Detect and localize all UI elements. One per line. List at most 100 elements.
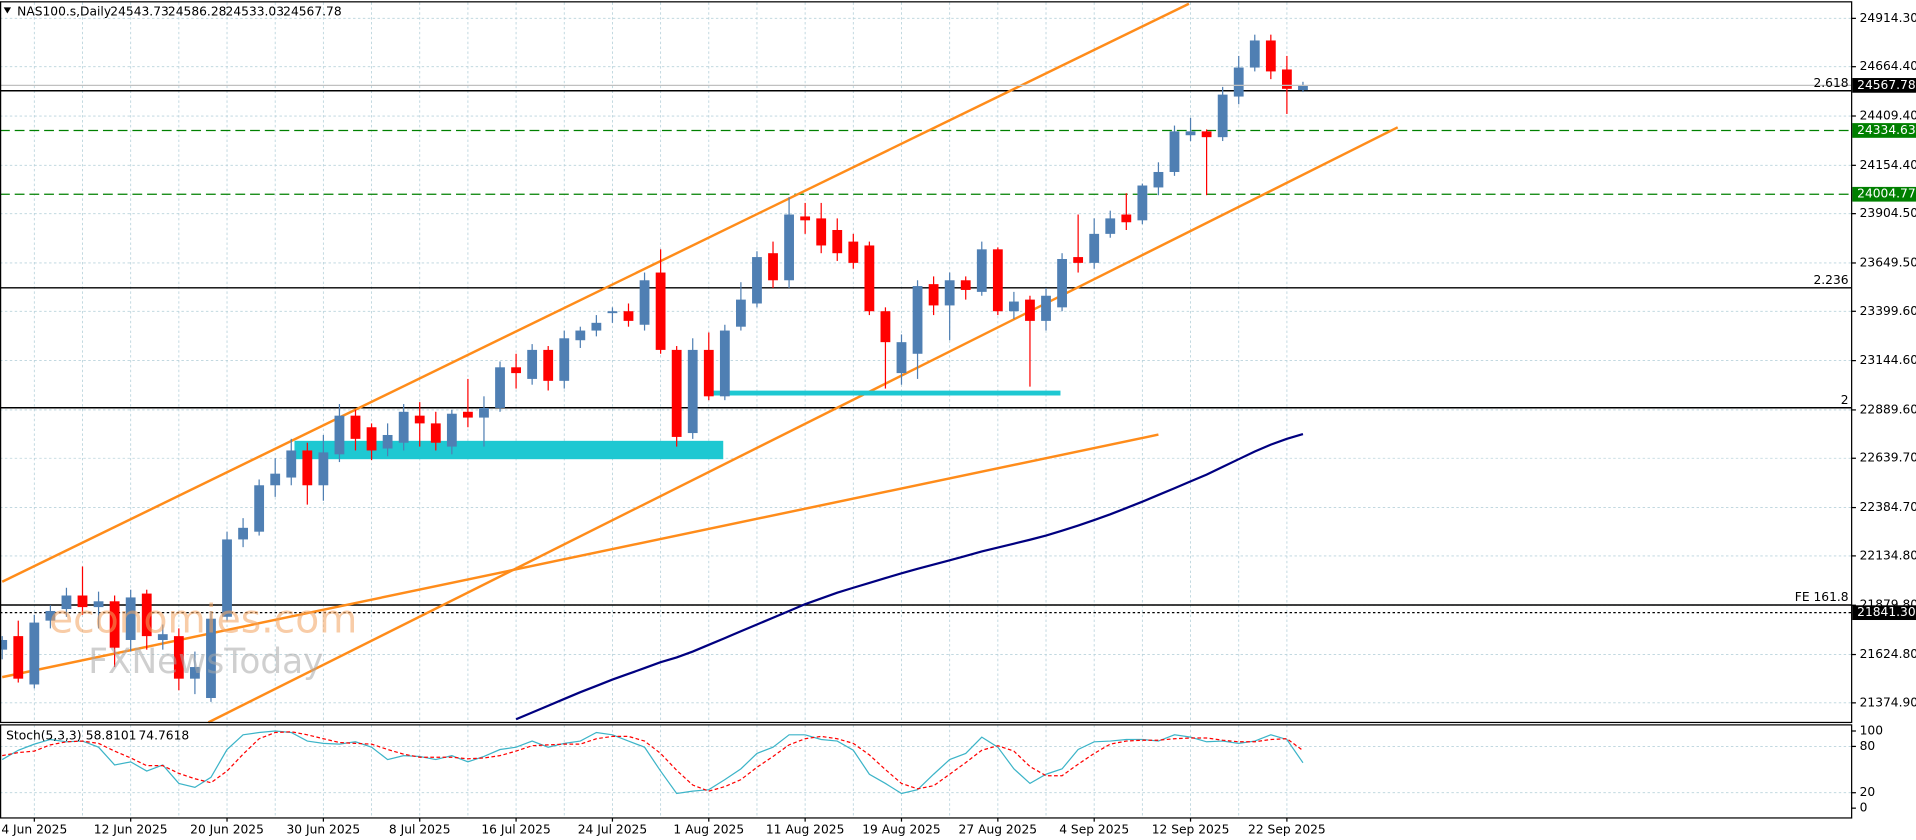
candle-body <box>495 367 505 408</box>
header-close: 24567.78 <box>283 5 341 19</box>
stoch-main-value: 58.8101 <box>86 728 137 742</box>
candle-body <box>334 415 345 455</box>
price-label: 24004.77 <box>1857 187 1915 201</box>
candle-body <box>944 280 955 306</box>
candle-body <box>912 286 923 354</box>
stoch-signal-value: 74.7618 <box>139 728 190 742</box>
y-tick-label: 20 <box>1860 785 1876 799</box>
fib-level-label: 2.618 <box>1813 76 1848 90</box>
candle-body <box>350 415 361 439</box>
candle-body <box>1105 218 1116 234</box>
x-tick-label: 4 Sep 2025 <box>1059 823 1129 837</box>
candle-body <box>206 618 216 699</box>
trendline <box>207 126 1399 724</box>
y-tick-label: 22134.80 <box>1860 548 1916 562</box>
candle-body <box>543 349 554 381</box>
candle-body <box>735 299 746 327</box>
candle-body <box>1041 295 1051 321</box>
candle-body <box>1233 67 1244 97</box>
candle-body <box>527 349 538 379</box>
x-tick-label: 19 Aug 2025 <box>862 823 941 837</box>
x-tick-label: 12 Sep 2025 <box>1152 823 1230 837</box>
candle-body <box>671 349 682 437</box>
candle-body <box>703 349 714 397</box>
moving-average <box>515 433 1304 721</box>
candle-body <box>1008 301 1019 312</box>
candle-body <box>1169 131 1180 172</box>
candle-body <box>414 415 425 424</box>
candle-body <box>655 272 666 350</box>
y-tick-label: 23399.60 <box>1860 304 1916 318</box>
x-tick-label: 12 Jun 2025 <box>94 823 168 837</box>
header-open: 24543.73 <box>110 5 168 19</box>
y-tick-label: 21624.80 <box>1860 647 1916 661</box>
candle-body <box>0 639 8 650</box>
candle-body <box>1137 185 1148 221</box>
candle-body <box>479 407 489 418</box>
candle-body <box>848 241 859 263</box>
candle-body <box>13 636 24 679</box>
candle-body <box>992 249 1003 312</box>
y-tick-label: 80 <box>1860 739 1876 753</box>
header-high: 24586.28 <box>168 5 226 19</box>
stoch-line <box>1 730 1304 795</box>
y-tick-label: 23649.50 <box>1860 255 1916 269</box>
candle-body <box>1073 257 1084 263</box>
main-frame <box>0 1 1853 724</box>
chart-title: NAS100.s,Daily <box>17 5 111 19</box>
stoch-title: Stoch(5,3,3) <box>6 728 81 742</box>
candle-body <box>928 284 939 306</box>
current-price-label: 24567.78 <box>1857 78 1915 92</box>
candle-body <box>784 214 794 281</box>
y-tick-label: 24154.40 <box>1860 158 1916 172</box>
candle-body <box>1265 40 1276 72</box>
candle-body <box>752 257 762 304</box>
candle-body <box>286 450 297 478</box>
candle-body <box>93 601 104 608</box>
zone <box>294 440 724 460</box>
candle-body <box>1057 259 1067 308</box>
candle-body <box>832 229 843 254</box>
candle-body <box>1025 299 1035 321</box>
x-tick-label: 4 Jun 2025 <box>1 823 67 837</box>
y-tick-label: 24409.40 <box>1860 109 1916 123</box>
candle-body <box>45 610 56 621</box>
candle-body <box>687 349 698 434</box>
price-label: 21841.30 <box>1857 605 1915 619</box>
candle-body <box>623 311 634 321</box>
candle-body <box>77 595 88 608</box>
candle-body <box>800 216 811 221</box>
fib-level-label: FE 161.8 <box>1795 590 1849 604</box>
candle-body <box>976 249 987 292</box>
candle-body <box>318 452 329 486</box>
fib-level-label: 2.236 <box>1813 273 1848 287</box>
y-tick-label: 24664.40 <box>1860 59 1916 73</box>
candle-body <box>880 311 891 343</box>
candle-body <box>173 636 184 679</box>
header-low: 24533.03 <box>226 5 284 19</box>
price-label-box <box>1852 123 1916 138</box>
candle-body <box>463 411 473 418</box>
candle-body <box>398 411 409 443</box>
x-tick-label: 24 Jul 2025 <box>578 823 647 837</box>
stoch-frame <box>0 724 1853 819</box>
candle-body <box>1185 131 1196 136</box>
candle-body <box>125 597 136 640</box>
candle-body <box>430 423 441 443</box>
candle-body <box>896 342 907 374</box>
candle-body <box>270 473 281 486</box>
candle-body <box>607 311 618 314</box>
y-tick-label: 24914.30 <box>1860 11 1916 25</box>
candle-body <box>559 338 570 381</box>
current-price-box <box>1852 78 1916 93</box>
stoch-line <box>2 731 1304 792</box>
candle-body <box>302 450 313 486</box>
candle-body <box>768 253 778 281</box>
y-tick-label: 23144.60 <box>1860 353 1916 367</box>
candle-body <box>1153 171 1164 188</box>
candle-body <box>1089 233 1100 263</box>
candle-body <box>639 280 650 325</box>
